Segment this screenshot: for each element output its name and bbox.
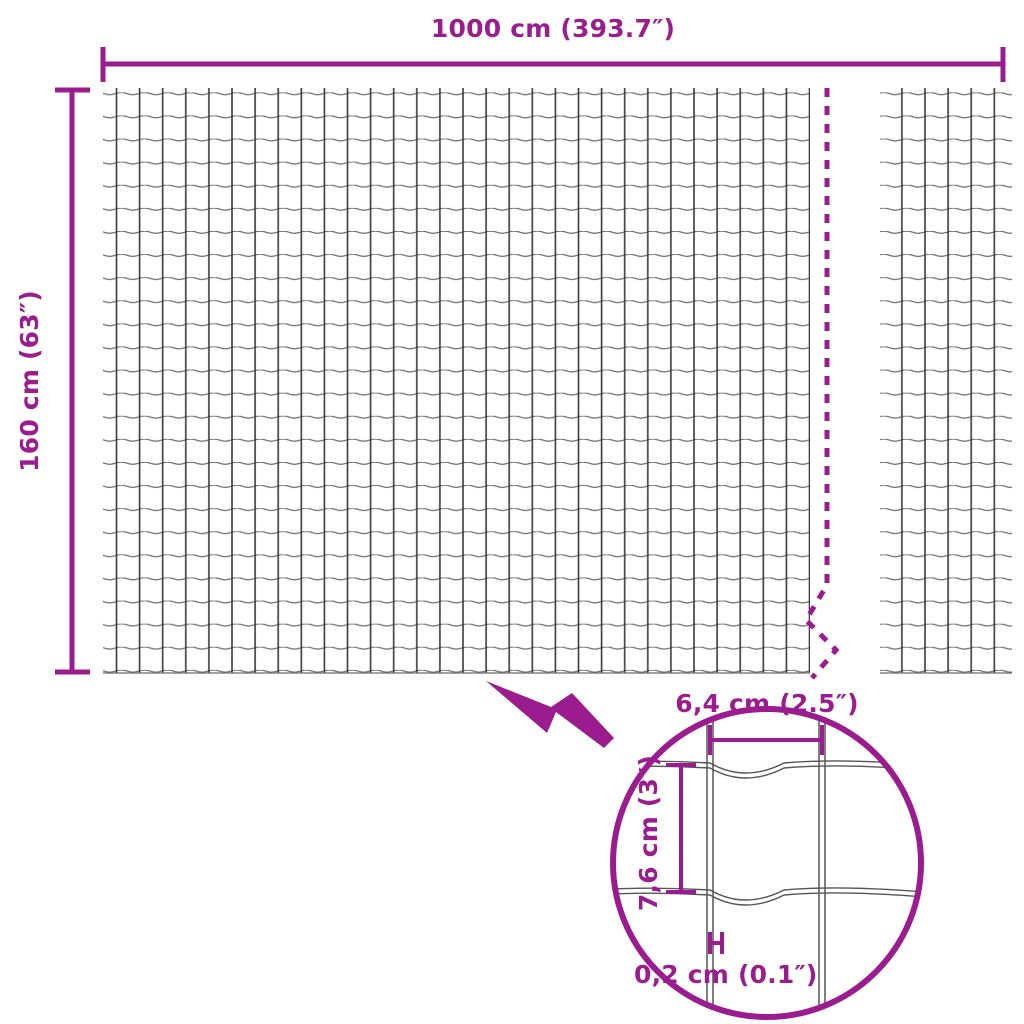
detail-horizontal-wires [613, 760, 921, 906]
mesh-height-dimension [666, 763, 696, 894]
height-dimension-line [55, 87, 90, 675]
detail-circle-ring [610, 706, 924, 1020]
mesh-height-label: 7,6 cm (3″) [634, 755, 663, 911]
detail-vertical-wires [706, 709, 826, 1017]
mesh-panel-left [103, 88, 810, 674]
width-dimension-line [100, 47, 1006, 82]
height-label: 160 cm (63″) [15, 290, 44, 472]
mesh-panel-right [880, 88, 1012, 674]
mesh-width-label: 6,4 cm (2.5″) [675, 689, 858, 718]
width-label: 1000 cm (393.7″) [431, 14, 675, 43]
arrow-shape [486, 681, 614, 748]
wire-thickness-label: 0,2 cm (0.1″) [634, 960, 817, 989]
mesh-width-dimension [708, 725, 824, 755]
wire-thickness-dimension [708, 932, 724, 954]
break-line [802, 88, 840, 680]
detail-mesh [613, 709, 921, 1017]
